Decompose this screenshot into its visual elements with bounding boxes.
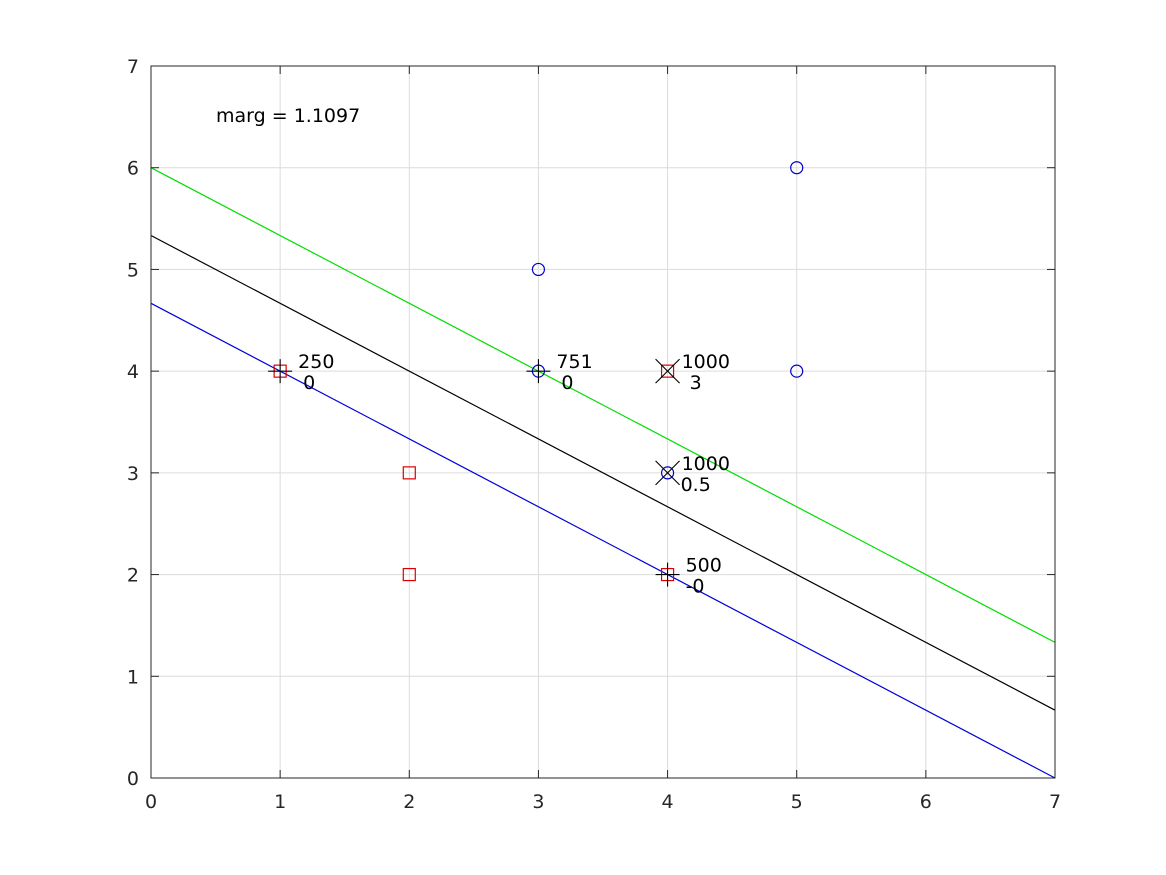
circle-point — [790, 161, 804, 175]
sv-label-top: 500 — [686, 555, 722, 577]
decision-lines — [150, 167, 1056, 779]
square-point — [402, 567, 416, 582]
circle-point — [531, 262, 546, 277]
square-point — [402, 466, 416, 480]
circle-point — [790, 364, 804, 378]
y-tick-label: 0 — [127, 768, 139, 790]
x-tick-label: 0 — [145, 791, 157, 813]
sv-label-top: 1000 — [682, 351, 730, 373]
x-tick-label: 5 — [791, 791, 803, 813]
separator-line — [150, 234, 1056, 711]
y-tick-label: 1 — [127, 666, 139, 688]
sv-label-top: 250 — [298, 351, 334, 373]
sv-label-bottom: -0 — [686, 576, 705, 598]
axis-ticks: 0 1 2 3 4 5 6 7 0 1 2 3 4 5 6 7 — [127, 56, 1061, 813]
y-tick-label: 6 — [127, 158, 139, 180]
axes-box — [150, 65, 1056, 779]
sv-cross-marker — [655, 358, 680, 384]
sv-label-bottom: 0.5 — [681, 474, 711, 496]
sv-label-bottom: 3 — [690, 372, 702, 394]
y-tick-label: 5 — [127, 259, 139, 281]
sv-label-bottom: 0 — [561, 372, 573, 394]
sv-label-top: 751 — [556, 351, 592, 373]
y-tick-label: 7 — [127, 56, 139, 78]
sv-cross-marker — [655, 460, 680, 486]
grid — [150, 65, 1056, 779]
x-tick-label: 1 — [274, 791, 286, 813]
y-tick-label: 2 — [127, 565, 139, 587]
x-tick-label: 4 — [662, 791, 674, 813]
x-tick-label: 6 — [920, 791, 932, 813]
sv-label-bottom: 0 — [303, 372, 315, 394]
separator-line — [150, 302, 1056, 779]
y-tick-label: 4 — [127, 361, 139, 383]
y-tick-label: 3 — [127, 463, 139, 485]
square-point — [660, 364, 675, 378]
circle-point — [660, 466, 675, 480]
x-tick-label: 7 — [1049, 791, 1061, 813]
sv-label-top: 1000 — [682, 453, 730, 475]
margin-annotation: marg = 1.1097 — [216, 105, 360, 127]
x-tick-label: 3 — [532, 791, 544, 813]
x-tick-label: 2 — [403, 791, 415, 813]
separator-line — [150, 167, 1056, 643]
